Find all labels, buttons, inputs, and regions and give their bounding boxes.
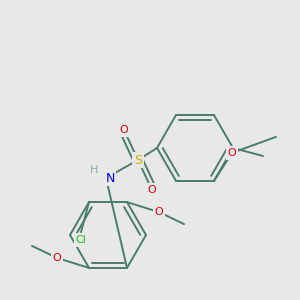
Text: Cl: Cl	[76, 235, 86, 245]
Text: O: O	[120, 125, 128, 135]
Text: O: O	[52, 253, 62, 263]
Text: H: H	[90, 165, 98, 175]
Text: N: N	[105, 172, 115, 184]
Text: O: O	[148, 185, 156, 195]
Text: S: S	[134, 154, 142, 166]
Text: O: O	[228, 148, 236, 158]
Text: O: O	[154, 207, 164, 217]
